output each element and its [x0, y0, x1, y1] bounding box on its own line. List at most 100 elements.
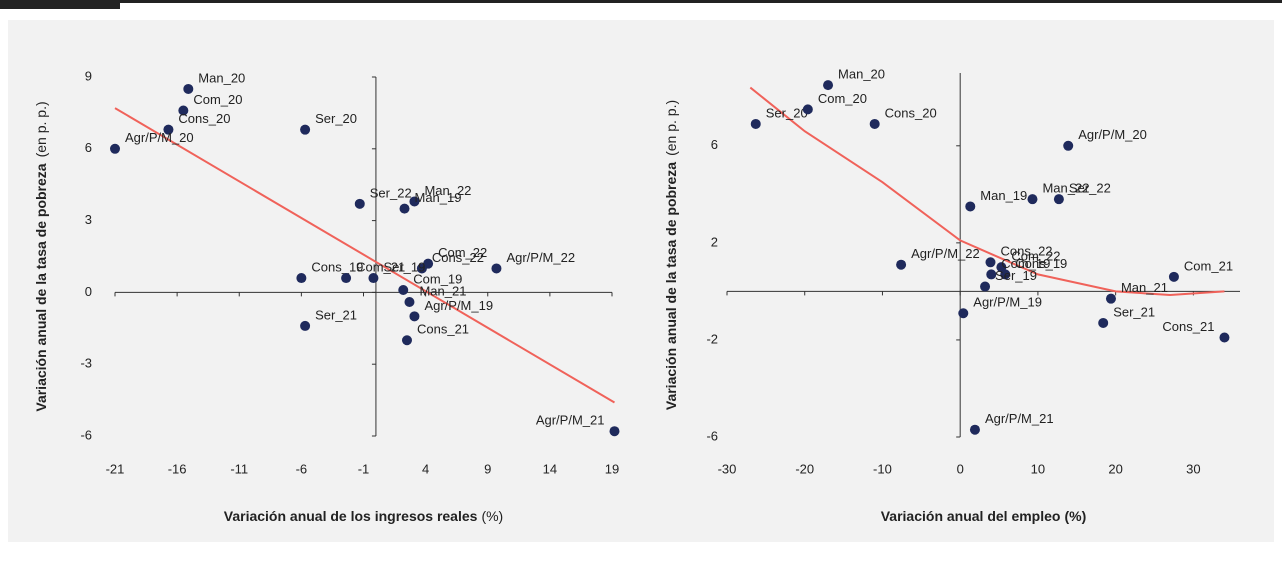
top-bar	[0, 0, 1282, 3]
point-label: Agr/P/M_19	[973, 295, 1042, 310]
point	[409, 311, 420, 322]
x-axis-title: Variación anual de los ingresos reales (%…	[224, 508, 503, 524]
point	[1105, 293, 1116, 304]
x-axis-title-unit: (%)	[1064, 508, 1086, 524]
trend-line	[114, 107, 615, 404]
x-tick-label: -6	[296, 461, 308, 476]
point-label: Cons_19	[311, 259, 363, 274]
point	[491, 263, 502, 274]
point-label: Man_22	[1042, 181, 1089, 196]
point-label: Ser_22	[370, 185, 412, 200]
point-label: Man_20	[838, 67, 885, 82]
x-tick-label: -1	[358, 461, 370, 476]
y-axis-title-main: Variación anual de la tasa de pobreza	[33, 163, 49, 411]
point-label: Man_22	[424, 183, 471, 198]
point-label: Ser_19	[383, 259, 425, 274]
point	[409, 196, 420, 207]
point-label: Ser_22	[1069, 181, 1111, 196]
point	[401, 335, 412, 346]
point	[183, 83, 194, 94]
point-label: Man_19	[415, 190, 462, 205]
point	[985, 257, 996, 268]
point-label: Agr/P/M_20	[125, 130, 194, 145]
y-tick-label: 9	[85, 68, 92, 83]
y-axis-title-unit: (en p. p.)	[663, 100, 679, 156]
point-label: Ser_20	[766, 105, 808, 120]
top-tab	[0, 0, 120, 9]
point	[986, 269, 997, 280]
point-label: Com_20	[818, 91, 867, 106]
y-tick-label: -2	[706, 331, 718, 346]
point-label: Cons_22	[432, 250, 484, 265]
x-tick-label: 0	[957, 461, 964, 476]
y-axis-title: Variación anual de la tasa de pobreza (en…	[33, 101, 49, 411]
point-label: Agr/P/M_22	[911, 246, 980, 261]
point-label: Ser_20	[315, 111, 357, 126]
point	[110, 143, 120, 154]
y-tick-label: 0	[85, 284, 92, 299]
y-tick-label: -6	[80, 427, 92, 442]
x-tick-label: 19	[605, 461, 619, 476]
point-label: Man_21	[1121, 280, 1168, 295]
point	[969, 424, 980, 435]
point-label: Cons_19	[1015, 256, 1067, 271]
point	[368, 273, 379, 284]
x-axis-title-unit: (%)	[481, 508, 503, 524]
point-label: Cons_22	[1000, 244, 1052, 259]
chart: -6 -3 0 3 6 9 -21 -16 -11 -6 -1 4 9 14 19 Variación anu…	[33, 68, 620, 524]
point	[1168, 271, 1179, 282]
x-tick-label: -11	[230, 461, 248, 476]
point-label: Cons_20	[178, 111, 230, 126]
point	[1000, 269, 1011, 280]
y-tick-label: 6	[85, 140, 92, 155]
point	[896, 259, 907, 270]
point-label: Agr/P/M_19	[424, 298, 493, 313]
point	[1027, 194, 1038, 205]
point-label: Man_21	[419, 283, 466, 298]
point-label: Ser_21	[315, 307, 357, 322]
point	[1053, 194, 1064, 205]
y-tick-label: -6	[706, 428, 718, 443]
point-label: Agr/P/M_21	[536, 413, 605, 428]
y-tick-label: 2	[711, 234, 718, 249]
x-tick-label: -10	[873, 461, 892, 476]
y-axis-title: Variación anual de la tasa de pobreza (en…	[663, 100, 679, 410]
point	[399, 203, 410, 214]
point	[300, 320, 311, 331]
y-axis-title-main: Variación anual de la tasa de pobreza	[663, 162, 679, 410]
point-label: Com_22	[438, 245, 487, 260]
point	[341, 273, 352, 284]
point	[416, 263, 427, 274]
point-label: Agr/P/M_20	[1078, 127, 1147, 142]
point	[750, 118, 761, 129]
point-label: Com_22	[1011, 249, 1060, 264]
point-label: Com_21	[1184, 258, 1233, 273]
x-tick-label: 14	[543, 461, 557, 476]
x-axis-title: Variación anual del empleo (%)	[881, 508, 1087, 524]
point	[823, 80, 834, 91]
x-tick-label: -21	[106, 461, 125, 476]
point	[178, 105, 189, 116]
y-tick-label: 3	[85, 212, 92, 227]
point-label: Com_19	[1001, 256, 1050, 271]
point-label: Cons_21	[1162, 319, 1214, 334]
point	[958, 308, 969, 319]
point-label: Agr/P/M_22	[506, 250, 575, 265]
point-label: Com_19	[413, 271, 462, 286]
point-label: Ser_19	[995, 268, 1037, 283]
point	[354, 198, 365, 209]
point-label: Agr/P/M_21	[985, 411, 1054, 426]
point	[965, 201, 976, 212]
x-axis-title-main: Variación anual del empleo	[881, 508, 1061, 524]
x-tick-label: 4	[422, 461, 429, 476]
point	[802, 104, 813, 115]
point-label: Com_20	[193, 92, 242, 107]
y-tick-label: -3	[80, 356, 92, 371]
x-axis-title-main: Variación anual de los ingresos reales	[224, 508, 478, 524]
point-label: Cons_20	[885, 105, 937, 120]
x-tick-label: 30	[1186, 461, 1200, 476]
trend-line	[749, 86, 1225, 297]
point	[404, 296, 415, 307]
x-tick-label: -20	[795, 461, 814, 476]
point	[398, 285, 409, 296]
